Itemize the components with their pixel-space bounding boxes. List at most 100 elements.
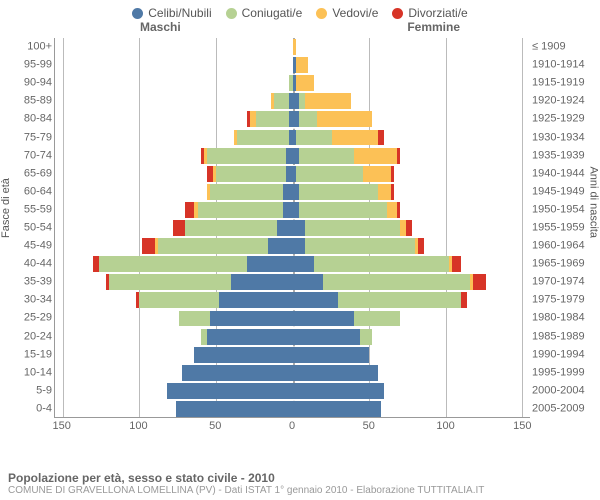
chart-subtitle: COMUNE DI GRAVELLONA LOMELLINA (PV) - Da… xyxy=(8,485,484,496)
female-bar xyxy=(293,184,531,200)
age-label: 60-64 xyxy=(8,186,52,197)
year-label: 1985-1989 xyxy=(532,331,592,342)
female-bar xyxy=(293,93,531,109)
bar-segment xyxy=(198,202,284,218)
age-label: 40-44 xyxy=(8,259,52,270)
male-bar xyxy=(55,202,293,218)
x-axis: 15010050050100150 xyxy=(54,418,530,438)
age-label: 65-69 xyxy=(8,168,52,179)
female-bar xyxy=(293,166,531,182)
male-bar xyxy=(55,365,293,381)
year-label: 2005-2009 xyxy=(532,403,592,414)
male-bar xyxy=(55,93,293,109)
year-label: 1925-1929 xyxy=(532,114,592,125)
legend-swatch-icon xyxy=(226,8,237,19)
bar-segment xyxy=(210,311,293,327)
bar-segment xyxy=(219,292,293,308)
female-bar xyxy=(293,274,531,290)
age-label: 35-39 xyxy=(8,277,52,288)
bar-segment xyxy=(283,184,292,200)
year-label: 1970-1974 xyxy=(532,277,592,288)
male-bar xyxy=(55,238,293,254)
header-female: Femmine xyxy=(407,20,460,34)
age-label: 10-14 xyxy=(8,367,52,378)
pyramid-row xyxy=(55,111,530,127)
pyramid-row xyxy=(55,202,530,218)
legend-swatch-icon xyxy=(392,8,403,19)
female-bar xyxy=(293,220,531,236)
pyramid-row xyxy=(55,148,530,164)
female-bar xyxy=(293,347,531,363)
bar-segment xyxy=(179,311,210,327)
bar-segment xyxy=(207,329,293,345)
female-bar xyxy=(293,148,531,164)
x-tick-label: 50 xyxy=(363,420,375,432)
bar-segment xyxy=(210,184,284,200)
bar-segment xyxy=(185,220,277,236)
pyramid-row xyxy=(55,401,530,417)
bar-segment xyxy=(231,274,292,290)
year-label: 1920-1924 xyxy=(532,96,592,107)
bar-segment xyxy=(397,148,400,164)
pyramid-row xyxy=(55,292,530,308)
bar-segment xyxy=(182,365,292,381)
bar-segment xyxy=(378,184,390,200)
bar-segment xyxy=(391,166,394,182)
bar-segment xyxy=(360,329,372,345)
age-label: 85-89 xyxy=(8,96,52,107)
year-label: 1930-1934 xyxy=(532,132,592,143)
bar-segment xyxy=(461,292,467,308)
bar-segment xyxy=(293,383,385,399)
male-bar xyxy=(55,57,293,73)
year-label: 2000-2004 xyxy=(532,385,592,396)
legend-item: Coniugati/e xyxy=(226,6,303,20)
bar-segment xyxy=(323,274,470,290)
bar-segment xyxy=(277,220,292,236)
bar-segment xyxy=(305,238,415,254)
header-male: Maschi xyxy=(140,20,181,34)
year-label: 1965-1969 xyxy=(532,259,592,270)
bar-segment xyxy=(158,238,268,254)
year-label: 1935-1939 xyxy=(532,150,592,161)
year-label: 1950-1954 xyxy=(532,204,592,215)
female-bar xyxy=(293,329,531,345)
female-bar xyxy=(293,130,531,146)
bar-segment xyxy=(314,256,449,272)
x-tick-label: 0 xyxy=(289,420,295,432)
gender-headers: Maschi Femmine xyxy=(0,20,600,38)
female-bar xyxy=(293,256,531,272)
age-label: 15-19 xyxy=(8,349,52,360)
bar-segment xyxy=(247,256,293,272)
age-label: 75-79 xyxy=(8,132,52,143)
male-bar xyxy=(55,329,293,345)
female-bar xyxy=(293,365,531,381)
female-bar xyxy=(293,311,531,327)
female-bar xyxy=(293,292,531,308)
x-tick-label: 150 xyxy=(513,420,531,432)
male-bar xyxy=(55,401,293,417)
bar-segment xyxy=(317,111,372,127)
age-label: 30-34 xyxy=(8,295,52,306)
year-label: 1955-1959 xyxy=(532,223,592,234)
pyramid-row xyxy=(55,184,530,200)
pyramid-row xyxy=(55,365,530,381)
age-label: 50-54 xyxy=(8,223,52,234)
bar-segment xyxy=(452,256,461,272)
bar-segment xyxy=(176,401,292,417)
bar-segment xyxy=(139,292,219,308)
male-bar xyxy=(55,347,293,363)
plot-area: Fasce di età Anni di nascita 100+95-9990… xyxy=(8,38,592,438)
y-left-age-labels: 100+95-9990-9485-8980-8475-7970-7465-696… xyxy=(8,38,52,438)
bar-segment xyxy=(299,111,317,127)
bar-segment xyxy=(99,256,246,272)
pyramid-row xyxy=(55,329,530,345)
bar-segment xyxy=(363,166,391,182)
male-bar xyxy=(55,111,293,127)
bar-segment xyxy=(293,329,360,345)
bar-segment xyxy=(299,148,354,164)
age-label: 45-49 xyxy=(8,241,52,252)
bar-segment xyxy=(207,148,287,164)
male-bar xyxy=(55,166,293,182)
year-label: 1945-1949 xyxy=(532,186,592,197)
bar-segment xyxy=(391,184,394,200)
